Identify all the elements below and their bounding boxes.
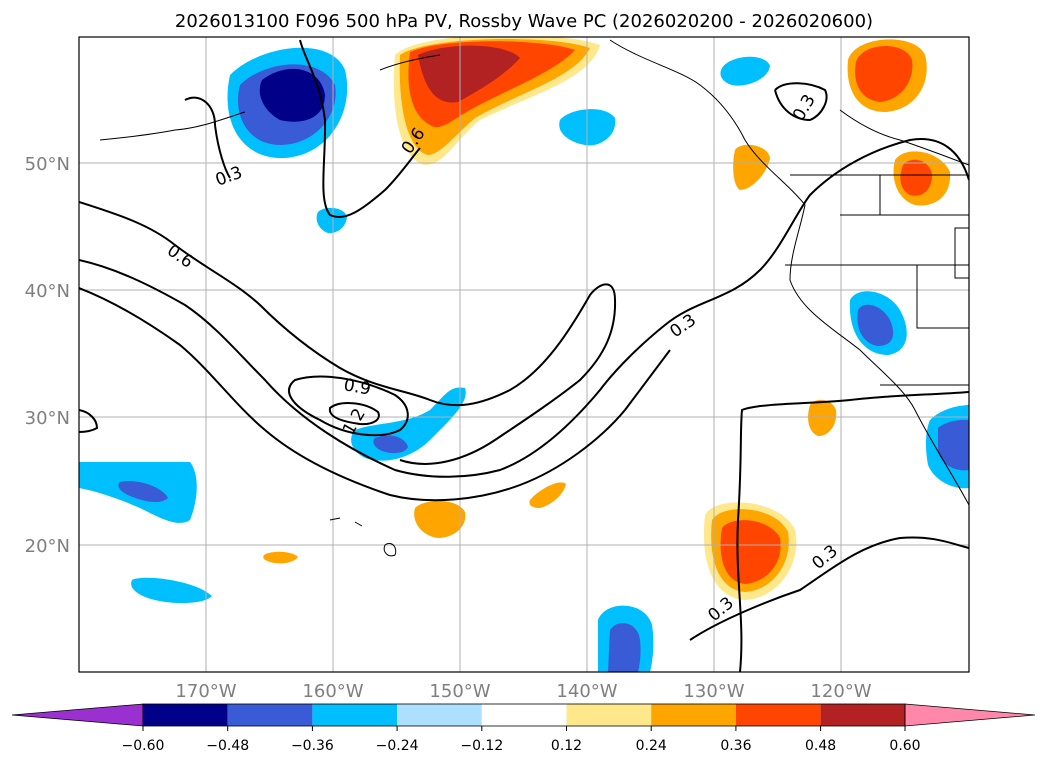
lon-label: 120°W [810, 681, 871, 702]
anomaly-neg-small-c [316, 207, 347, 234]
colorbar-segment [481, 704, 567, 726]
anomaly-pos-ne-core [855, 45, 913, 102]
anomaly-pos-small-d [263, 551, 298, 564]
contour-03-se [689, 536, 969, 641]
colorbar-ticks [142, 726, 906, 731]
coastlines [99, 39, 969, 557]
colorbar-tick-label: −0.60 [122, 738, 165, 754]
colorbar-tick-label: 0.48 [805, 738, 836, 754]
anomaly-neg-west-core [118, 480, 168, 503]
anomaly-pos-south-core [720, 520, 781, 584]
filled-anomalies [79, 37, 969, 672]
colorbar-segment [566, 704, 652, 726]
anomaly-pos-goa-center [418, 45, 520, 103]
gridlines [79, 37, 969, 672]
colorbar-frame [142, 703, 906, 727]
colorbar-tick-label: 0.12 [551, 738, 582, 754]
anomaly-neg-central-core [373, 435, 408, 454]
contour-03-ne [774, 82, 828, 122]
longitude-labels: 170°W 160°W 150°W 140°W 130°W 120°W [175, 681, 871, 702]
anomaly-pos-coast [733, 144, 770, 190]
lat-label: 20°N [25, 536, 70, 557]
colorbar-segment [143, 704, 228, 726]
figure-title: 2026013100 F096 500 hPa PV, Rossby Wave … [175, 11, 873, 32]
colorbar-tick-label: −0.36 [291, 738, 334, 754]
contour-03-inner [79, 287, 671, 502]
contour-label: 0.9 [342, 375, 372, 399]
colorbar-tick-label: −0.12 [460, 738, 503, 754]
latitude-labels: 50°N 40°N 30°N 20°N [25, 154, 70, 557]
contour-03-south [736, 391, 969, 672]
anomaly-neg-east-core [938, 419, 969, 471]
anomaly-neg-small-b [720, 56, 770, 86]
colorbar-extend-left [11, 703, 144, 727]
anomaly-pos-baja [808, 399, 837, 437]
contour-09 [288, 375, 409, 437]
pv-contours [79, 39, 969, 672]
colorbar: −0.60 −0.48 −0.36 −0.24 −0.12 0.12 0.24 … [11, 703, 1036, 754]
lon-label: 150°W [429, 681, 490, 702]
colorbar-segment [397, 704, 482, 726]
anomaly-neg-ca-core [857, 304, 894, 346]
contour-12 [328, 402, 380, 426]
lat-label: 40°N [25, 281, 70, 302]
colorbar-segment [651, 704, 736, 726]
colorbar-tick-label: 0.60 [889, 738, 920, 754]
lat-label: 50°N [25, 154, 70, 175]
lat-label: 30°N [25, 408, 70, 429]
colorbar-segment [735, 704, 821, 726]
contour-03-nw [184, 96, 231, 179]
colorbar-segment [312, 704, 398, 726]
colorbar-tick-label: −0.48 [206, 738, 249, 754]
colorbar-tick-label: 0.36 [720, 738, 751, 754]
contour-03-main [79, 138, 969, 478]
lon-label: 160°W [302, 681, 363, 702]
map-area: 0.3 0.6 0.9 1.2 0.6 0.3 0.3 0.3 0.3 [79, 37, 969, 672]
colorbar-tick-label: −0.24 [376, 738, 419, 754]
map-frame [78, 36, 970, 673]
lon-label: 130°W [683, 681, 744, 702]
anomaly-pos-small-e [529, 482, 566, 508]
contour-06-goa [299, 39, 421, 218]
contour-06-main [79, 201, 617, 465]
anomaly-pos-hawaii [414, 500, 466, 538]
anomaly-pos-nrockies-core [900, 159, 932, 196]
colorbar-tick-label: 0.24 [636, 738, 667, 754]
colorbar-segment [820, 704, 905, 726]
anomaly-neg-south-core [608, 623, 641, 672]
contour-03-w [79, 409, 99, 433]
colorbar-extend-right [904, 703, 1036, 727]
lon-label: 140°W [556, 681, 617, 702]
anomaly-neg-nw-center [259, 68, 325, 122]
anomaly-neg-sw [131, 577, 212, 604]
lon-label: 170°W [175, 681, 236, 702]
colorbar-segment [227, 704, 313, 726]
